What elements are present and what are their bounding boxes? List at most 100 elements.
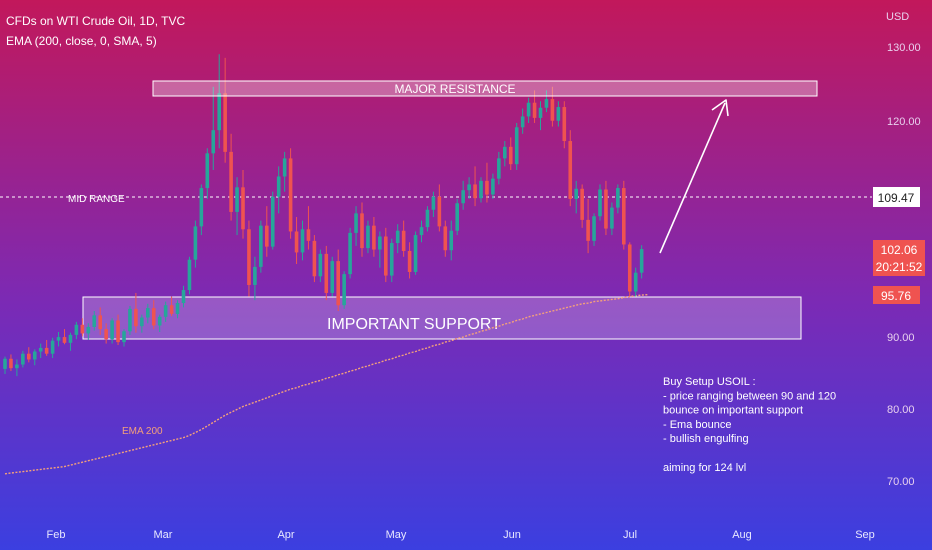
candle xyxy=(538,101,543,131)
mid-range-label: MID RANGE xyxy=(68,194,125,205)
y-tick-label: 80.00 xyxy=(887,404,915,416)
candle xyxy=(229,133,233,221)
candle xyxy=(514,122,519,170)
x-tick-label: Mar xyxy=(154,529,173,541)
candle xyxy=(526,97,531,123)
candle xyxy=(627,242,632,297)
candle xyxy=(32,349,37,366)
candle xyxy=(116,314,120,346)
ema-label: EMA 200 xyxy=(122,426,163,437)
candle xyxy=(3,356,7,374)
y-tick-label: 120.00 xyxy=(887,116,921,128)
candle xyxy=(151,300,156,330)
candle xyxy=(92,311,97,331)
resistance-zone xyxy=(152,80,818,97)
candle xyxy=(74,321,79,340)
candle xyxy=(485,162,489,203)
candle xyxy=(157,314,162,332)
candle xyxy=(520,108,525,134)
candle xyxy=(306,206,311,250)
candle xyxy=(312,235,317,283)
last-price-tag: 102.06 20:21:52 xyxy=(873,240,925,276)
candle xyxy=(580,184,584,228)
candle xyxy=(62,329,67,345)
x-tick-label: Feb xyxy=(47,529,66,541)
candle xyxy=(384,227,388,283)
candle xyxy=(479,177,483,203)
candle xyxy=(443,220,448,257)
indicator-legend: EMA (200, close, 0, SMA, 5) xyxy=(6,34,157,48)
candle xyxy=(294,216,299,264)
candle xyxy=(288,148,293,239)
candle xyxy=(110,318,114,344)
mid-price-tag: 109.47 xyxy=(873,187,920,207)
candle xyxy=(491,173,495,199)
candle xyxy=(146,303,150,324)
candle xyxy=(318,249,323,283)
candle xyxy=(610,202,614,236)
x-axis: Feb Mar Apr May Jun Jul Aug Sep xyxy=(47,529,875,541)
candle xyxy=(503,141,507,167)
x-tick-label: May xyxy=(386,529,407,541)
candle xyxy=(550,86,555,127)
candle xyxy=(163,301,168,322)
x-tick-label: Sep xyxy=(855,529,875,541)
candle xyxy=(140,314,144,333)
support-zone xyxy=(82,296,802,340)
candle xyxy=(134,292,138,333)
candle xyxy=(342,271,346,309)
candle xyxy=(68,332,73,351)
candle xyxy=(336,249,340,312)
setup-note-line: aiming for 124 lvl xyxy=(663,462,746,474)
x-tick-label: Apr xyxy=(277,529,294,541)
candle xyxy=(56,331,61,347)
candle xyxy=(455,198,459,236)
candle xyxy=(44,339,49,356)
candle xyxy=(568,130,573,207)
candle xyxy=(372,216,376,257)
x-tick-label: Aug xyxy=(732,529,752,541)
candle xyxy=(205,148,210,199)
setup-note-line: bounce on important support xyxy=(663,405,803,417)
candle xyxy=(193,220,198,268)
candle xyxy=(86,323,91,340)
target-arrow xyxy=(659,99,729,254)
candle xyxy=(330,256,335,297)
candle xyxy=(401,220,406,257)
y-tick-label: 90.00 xyxy=(887,332,915,344)
y-tick-label: 70.00 xyxy=(887,476,915,488)
candle xyxy=(259,220,263,273)
y-axis: 130.00 120.00 90.00 80.00 70.00 xyxy=(887,42,921,488)
candle xyxy=(199,184,204,236)
candle xyxy=(122,329,126,347)
candle xyxy=(366,220,370,254)
candle xyxy=(300,220,305,261)
candle xyxy=(223,57,227,163)
candle xyxy=(175,300,180,319)
candle xyxy=(598,184,602,221)
candle xyxy=(27,347,31,363)
setup-notes: Buy Setup USOIL : - price ranging between… xyxy=(663,376,836,474)
candle xyxy=(265,206,269,257)
candle xyxy=(413,231,418,275)
candle xyxy=(473,166,477,207)
candle xyxy=(604,180,608,236)
candle xyxy=(431,191,436,217)
candle xyxy=(556,101,561,127)
ema-price-value: 95.76 xyxy=(881,289,911,303)
bar-countdown: 20:21:52 xyxy=(876,260,923,274)
candle xyxy=(586,198,590,254)
support-zone-label: IMPORTANT SUPPORT xyxy=(327,316,501,333)
x-tick-label: Jun xyxy=(503,529,521,541)
candle xyxy=(241,169,245,239)
setup-note-line: - bullish engulfing xyxy=(663,433,749,445)
candle xyxy=(425,206,430,232)
mid-price-value: 109.47 xyxy=(878,191,915,205)
candle xyxy=(407,242,412,279)
candle xyxy=(217,54,221,149)
candle xyxy=(187,256,192,295)
candle xyxy=(50,337,55,359)
candle xyxy=(622,180,626,250)
